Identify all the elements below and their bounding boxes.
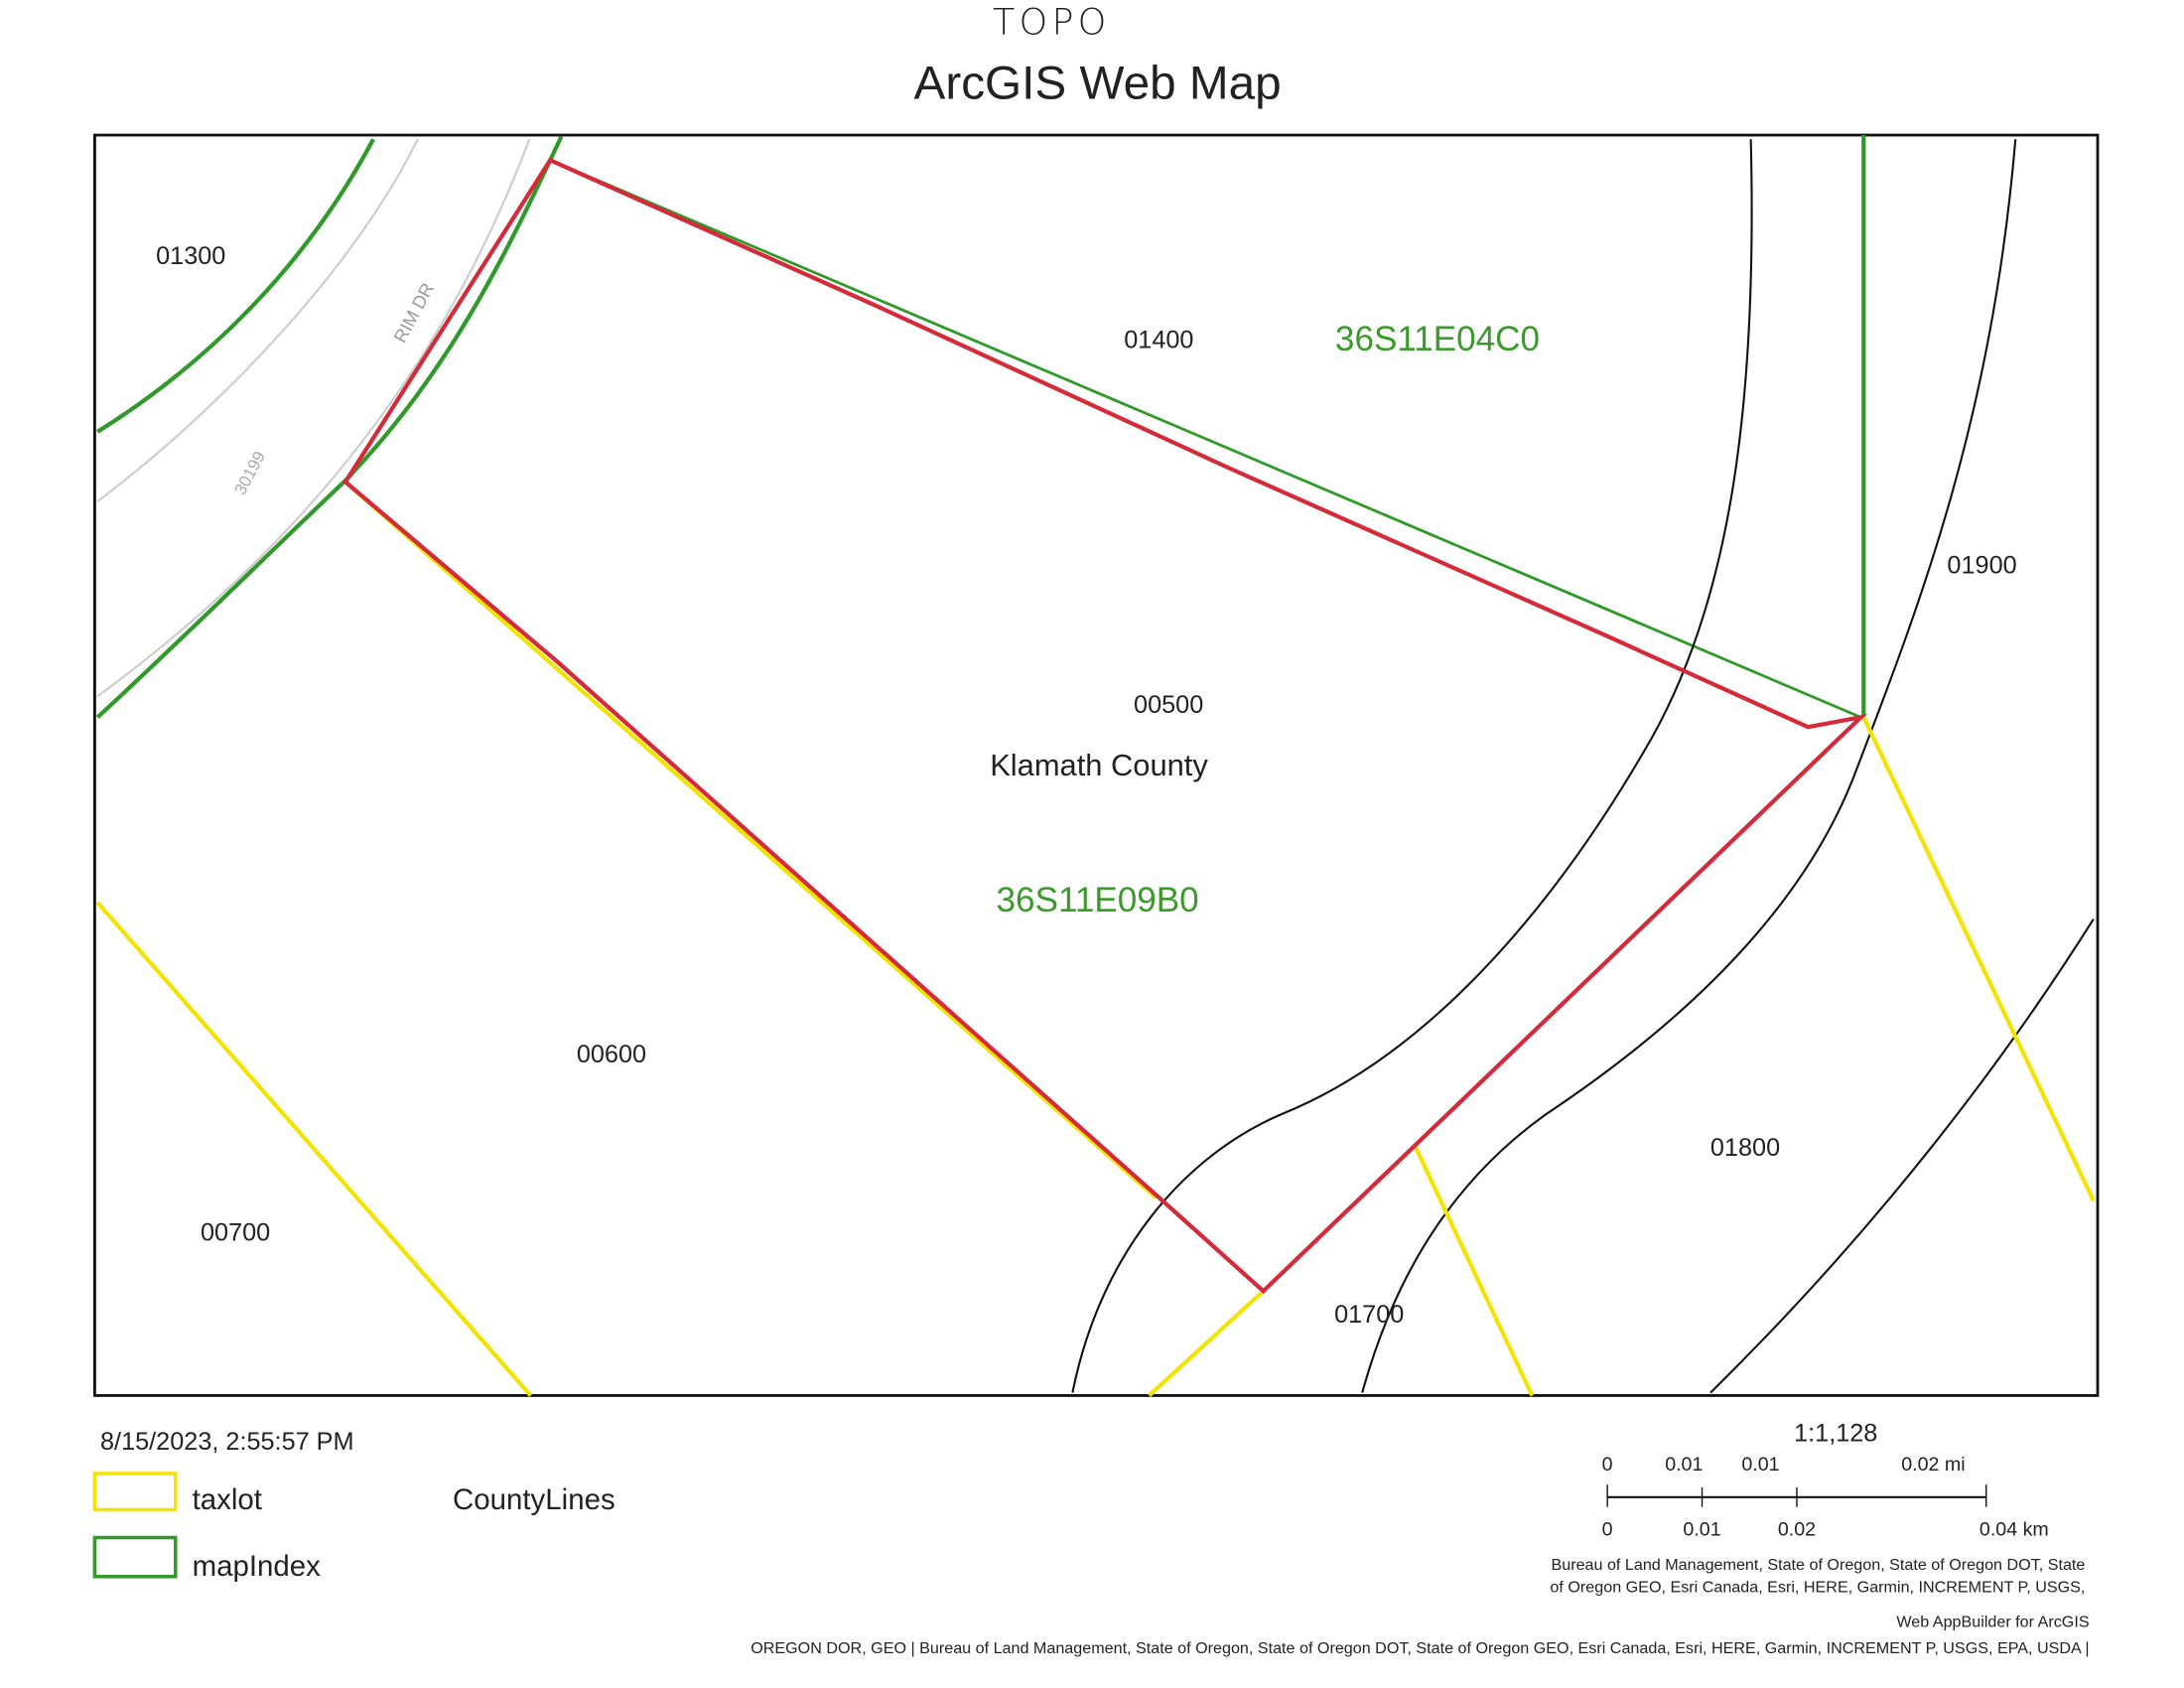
legend-swatch bbox=[92, 1535, 178, 1579]
parcel-label: 01400 bbox=[1124, 326, 1193, 353]
parcel-label: 01900 bbox=[1947, 552, 2016, 580]
scale-label: 0.02 bbox=[1778, 1519, 1816, 1541]
attribution: of Oregon GEO, Esri Canada, Esri, HERE, … bbox=[1550, 1578, 2085, 1596]
map-index-line bbox=[549, 159, 1862, 719]
road-edge bbox=[96, 138, 531, 698]
road-edge bbox=[96, 138, 419, 502]
scale-label: 0.01 bbox=[1665, 1454, 1703, 1476]
legend-label: CountyLines bbox=[453, 1483, 615, 1516]
scale-bar: 0 0.01 0.01 0.02 mi 0 0.01 0.02 0.04 km bbox=[1602, 1454, 2049, 1541]
scale-label: 0.01 bbox=[1683, 1519, 1720, 1541]
attribution: OREGON DOR, GEO | Bureau of Land Managem… bbox=[751, 1639, 2089, 1657]
legend-swatch bbox=[92, 1472, 178, 1512]
legend-label: mapIndex bbox=[193, 1550, 322, 1583]
scale-label: 0 bbox=[1602, 1454, 1613, 1476]
parcel-label: 01300 bbox=[156, 242, 225, 270]
scale-label: 0.02 mi bbox=[1901, 1454, 1965, 1476]
contour bbox=[1071, 139, 1753, 1393]
taxlot-line bbox=[1413, 1145, 1535, 1397]
map-index-label: 36S11E09B0 bbox=[997, 881, 1199, 919]
map-index-line bbox=[96, 138, 375, 434]
legend-label: taxlot bbox=[193, 1483, 262, 1516]
taxlot-line bbox=[1148, 1289, 1265, 1397]
scale-ratio: 1:1,128 bbox=[1794, 1419, 1877, 1447]
contour bbox=[1709, 918, 2095, 1394]
county-label: Klamath County bbox=[990, 748, 1208, 782]
timestamp: 8/15/2023, 2:55:57 PM bbox=[100, 1428, 354, 1456]
map-index-label: 36S11E04C0 bbox=[1335, 320, 1540, 358]
parcel-label: 00700 bbox=[201, 1218, 270, 1246]
taxlot-line bbox=[95, 901, 533, 1397]
attribution: Bureau of Land Management, State of Oreg… bbox=[1551, 1556, 2085, 1574]
scale-label: 0.04 km bbox=[1979, 1519, 2049, 1541]
handwritten-note: TOPO bbox=[993, 0, 1111, 43]
parcel-label: 00600 bbox=[577, 1041, 646, 1068]
title: ArcGIS Web Map bbox=[914, 58, 1282, 110]
scale-label: 0 bbox=[1602, 1519, 1613, 1541]
parcel-label: 01700 bbox=[1334, 1301, 1404, 1329]
parcel-label: 00500 bbox=[1134, 691, 1203, 719]
parcel-outline bbox=[342, 157, 1868, 1295]
map-frame: RIM DR 30199 01300 01400 01900 00500 006… bbox=[93, 133, 2100, 1397]
taxlot-line bbox=[1861, 716, 2096, 1201]
parcel-label: 01800 bbox=[1710, 1134, 1780, 1162]
scale-label: 0.01 bbox=[1741, 1454, 1779, 1476]
taxlot-line bbox=[343, 480, 1158, 1199]
attribution: Web AppBuilder for ArcGIS bbox=[1896, 1613, 2089, 1630]
